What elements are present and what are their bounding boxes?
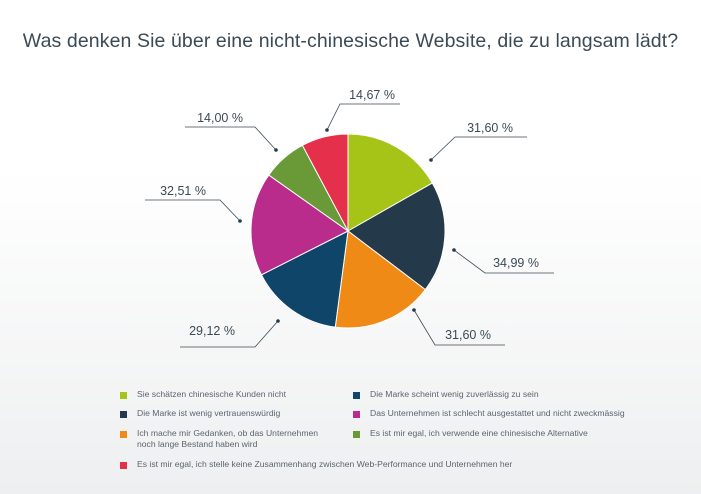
leader-line-5 [145, 199, 241, 222]
leader-line-1 [430, 136, 527, 161]
leader-line-2 [453, 249, 554, 274]
leader-line-3 [413, 309, 505, 346]
data-label-3: 31,60 % [445, 328, 491, 342]
data-label-4: 29,12 % [189, 324, 235, 338]
chart-title: Was denken Sie über eine nicht-chinesisc… [22, 30, 679, 52]
leader-line-7 [326, 103, 400, 131]
pie-slice-5 [250, 174, 349, 276]
data-label-2: 34,99 % [493, 256, 539, 270]
leader-dot-4 [276, 319, 280, 323]
leader-dot-6 [274, 148, 278, 152]
pie-slice-4 [260, 230, 349, 328]
leader-dot-2 [452, 248, 456, 252]
leader-dot-7 [325, 128, 329, 132]
leader-line-6 [185, 126, 277, 151]
leader-line-4 [180, 320, 279, 348]
leader-dot-1 [429, 158, 433, 162]
data-label-5: 32,51 % [160, 184, 206, 198]
leader-dot-3 [412, 308, 416, 312]
data-label-7: 14,67 % [349, 88, 395, 102]
pie-slice-2 [347, 182, 446, 291]
pie-slice-3 [334, 230, 426, 329]
leader-dot-5 [238, 219, 242, 223]
pie-slice-7 [301, 133, 349, 232]
pie-slice-1 [347, 133, 433, 232]
data-label-6: 14,00 % [197, 111, 243, 125]
data-label-1: 31,60 % [467, 121, 513, 135]
